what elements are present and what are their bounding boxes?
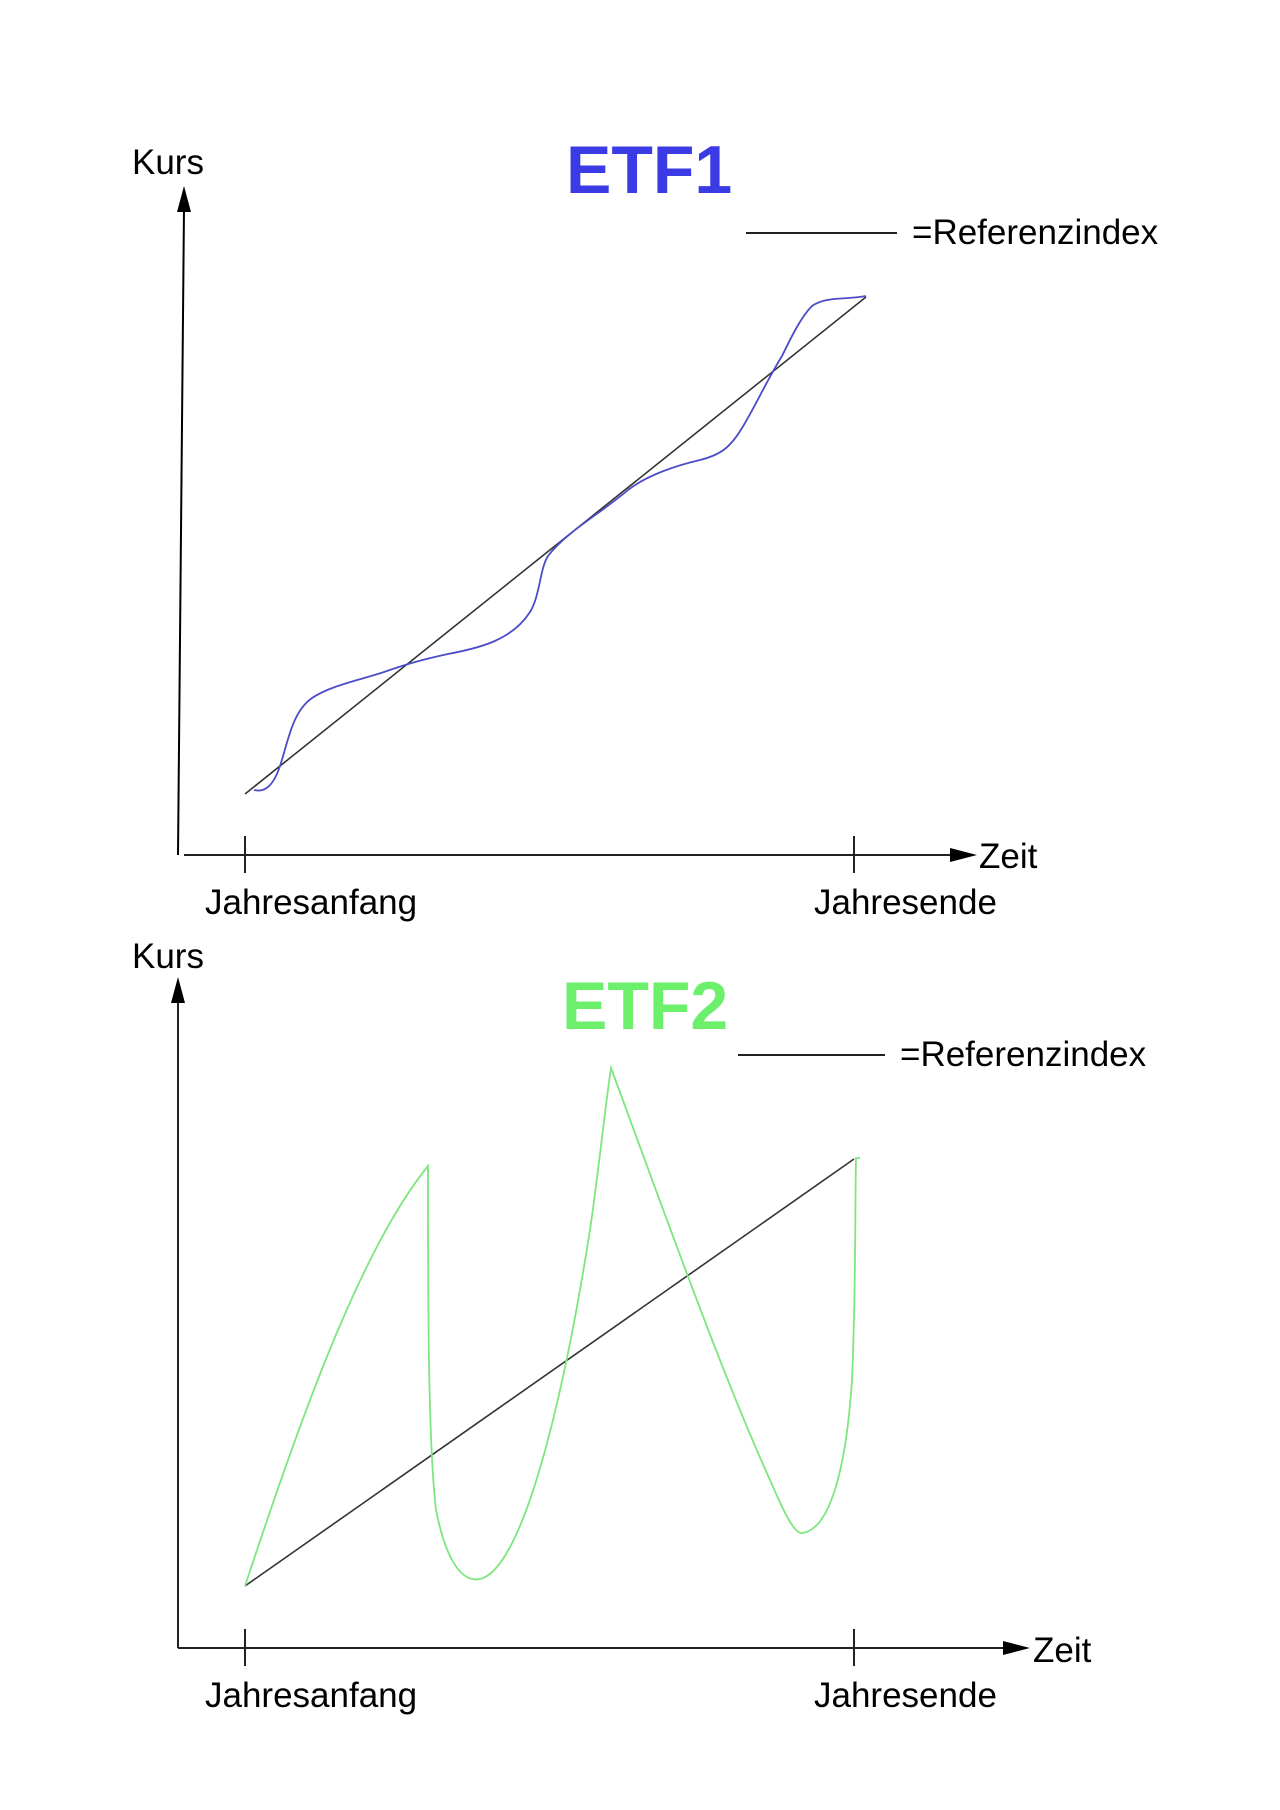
tick-label-jahresanfang: Jahresanfang [205, 1676, 417, 1715]
etf1-curve [253, 295, 867, 792]
tick-label-jahresende: Jahresende [814, 883, 997, 922]
y-axis-label: Kurs [132, 143, 204, 182]
etf2-curve [244, 1064, 860, 1587]
y-axis-arrow-icon [177, 186, 191, 212]
chart-etf2: ETF2 Kurs Zeit Jahresanfang Jahresende =… [132, 937, 1147, 1715]
x-axis-label: Zeit [979, 837, 1038, 876]
chart-etf1: ETF1 Kurs Zeit Jahresanfang Jahresende =… [132, 132, 1159, 922]
y-axis-arrow-icon [171, 977, 185, 1003]
y-axis [177, 207, 185, 856]
legend-label-reference: =Referenzindex [912, 213, 1159, 252]
tick-label-jahresende: Jahresende [814, 1676, 997, 1715]
tick-label-jahresanfang: Jahresanfang [205, 883, 417, 922]
x-axis-arrow-icon [1003, 1641, 1030, 1655]
y-axis-label: Kurs [132, 937, 204, 976]
chart-title-etf2: ETF2 [562, 968, 728, 1044]
legend-label-reference: =Referenzindex [900, 1035, 1147, 1074]
chart-title-etf1: ETF1 [566, 132, 732, 208]
x-axis-label: Zeit [1033, 1631, 1092, 1670]
x-axis-arrow-icon [950, 848, 977, 862]
reference-index-line [244, 1158, 855, 1587]
reference-index-line [244, 296, 867, 795]
